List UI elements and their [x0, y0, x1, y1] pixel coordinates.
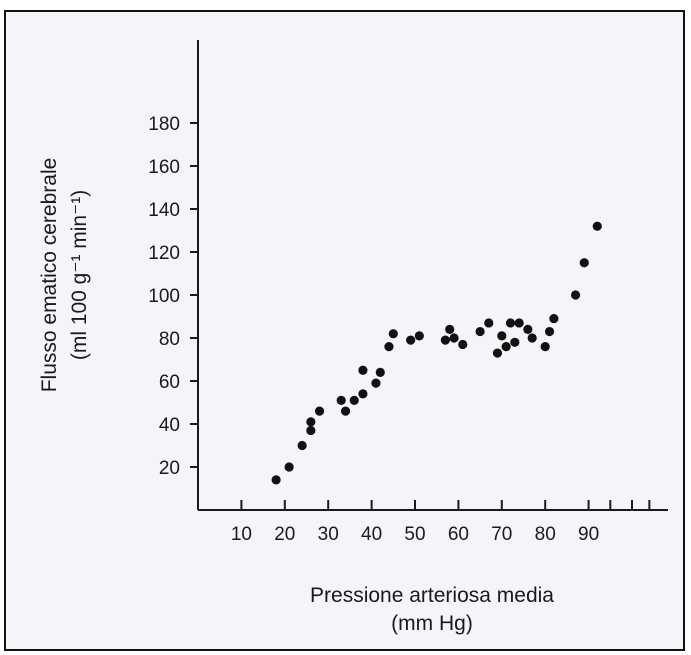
data-point	[349, 395, 359, 405]
data-point	[336, 395, 346, 405]
x-axis-title-line2: (mm Hg)	[391, 612, 473, 635]
data-point	[492, 348, 503, 358]
x-ticks: 10 20 30 40 50 60 70 80 90	[231, 500, 651, 545]
x-tick-label: 90	[578, 524, 599, 545]
data-point	[540, 342, 550, 352]
data-point	[314, 406, 325, 416]
axes	[197, 40, 668, 511]
data-point	[505, 318, 516, 328]
data-point	[527, 333, 537, 343]
data-point	[458, 339, 468, 350]
y-tick-label: 60	[159, 372, 180, 393]
data-point	[497, 331, 507, 341]
data-point	[284, 462, 294, 472]
data-point	[306, 417, 316, 427]
x-tick-label: 80	[535, 524, 556, 545]
data-point	[388, 329, 398, 339]
data-point	[484, 318, 494, 328]
data-point	[384, 342, 394, 352]
x-tick-label: 40	[361, 524, 382, 545]
x-tick-label: 70	[491, 524, 512, 545]
data-point	[445, 324, 455, 334]
y-axis-title-line1: Flusso ematico cerebrale	[38, 158, 61, 393]
data-point	[414, 331, 424, 341]
x-tick-label: 20	[274, 524, 295, 545]
x-tick-label: 60	[448, 524, 469, 545]
y-axis-title-line2: (ml 100 g⁻¹ min⁻¹)	[68, 190, 91, 360]
data-point	[514, 318, 524, 328]
y-tick-label: 20	[159, 458, 180, 479]
data-point	[592, 221, 602, 231]
data-point	[358, 365, 368, 375]
y-tick-label: 140	[148, 200, 180, 221]
data-point	[579, 258, 589, 268]
data-point	[297, 440, 307, 451]
data-point	[570, 290, 581, 300]
data-point	[440, 335, 450, 345]
x-tick-label: 10	[231, 524, 252, 545]
data-point	[340, 406, 351, 416]
data-point	[449, 333, 459, 343]
data-point	[510, 337, 520, 347]
data-point	[306, 425, 316, 436]
y-tick-label: 180	[148, 114, 180, 135]
data-points	[271, 221, 602, 485]
data-point	[501, 342, 511, 352]
y-tick-label: 80	[159, 329, 180, 350]
y-tick-label: 40	[159, 415, 180, 436]
data-point	[475, 326, 485, 337]
x-tick-label: 50	[404, 524, 425, 545]
data-point	[523, 324, 533, 334]
x-tick-label: 30	[318, 524, 339, 545]
data-point	[271, 475, 281, 485]
data-point	[371, 378, 381, 388]
y-tick-label: 160	[148, 157, 180, 178]
y-tick-label: 100	[148, 286, 180, 307]
data-point	[358, 389, 368, 399]
data-point	[549, 314, 559, 324]
y-tick-label: 120	[148, 243, 180, 264]
figure-frame	[4, 10, 685, 651]
data-point	[544, 326, 555, 337]
y-ticks: 20 40 60 80 100 120 140 160 180	[148, 114, 198, 479]
data-point	[375, 367, 385, 377]
x-axis-title-line1: Pressione arteriosa media	[310, 584, 554, 607]
data-point	[406, 335, 416, 345]
